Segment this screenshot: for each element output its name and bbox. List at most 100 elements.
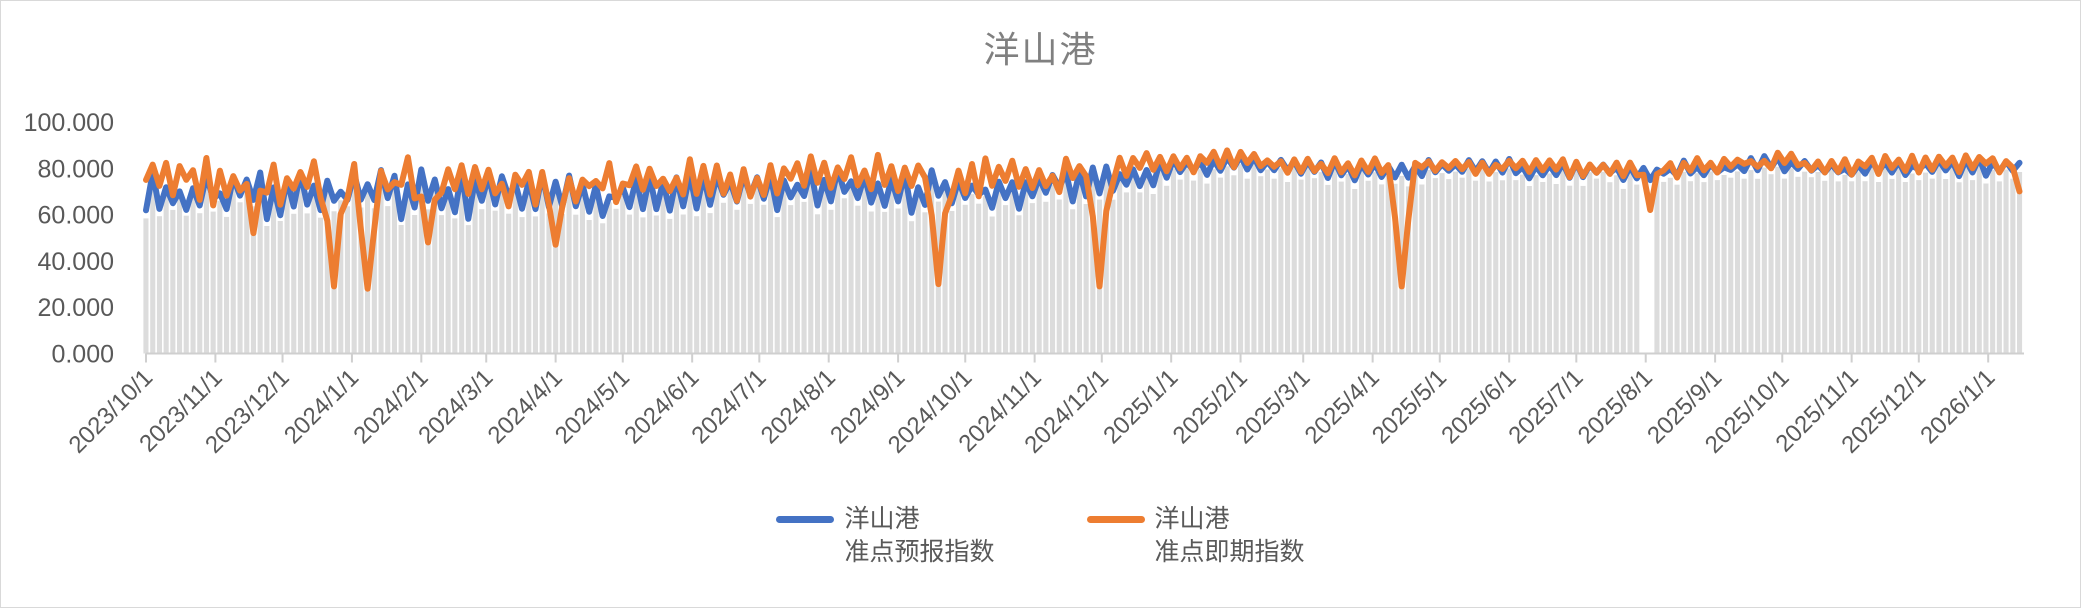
background-bar — [559, 214, 565, 354]
background-bar — [190, 194, 196, 354]
background-bar — [1479, 169, 1485, 354]
background-bar — [962, 204, 968, 354]
background-bar — [1661, 181, 1667, 354]
background-bar — [1802, 171, 1808, 354]
background-bar — [626, 214, 632, 354]
background-bar — [1701, 182, 1707, 354]
background-bar — [1177, 179, 1183, 354]
background-bar — [1849, 181, 1855, 354]
background-bar — [1063, 179, 1069, 354]
background-bar — [1285, 182, 1291, 354]
background-bar — [633, 186, 639, 354]
background-bar — [412, 215, 418, 354]
background-bar — [1117, 180, 1123, 354]
background-bar — [1090, 178, 1096, 354]
background-bar — [1761, 167, 1767, 354]
background-bar — [1768, 174, 1774, 354]
background-bar — [472, 188, 478, 354]
background-bar — [774, 217, 780, 354]
background-bar — [1204, 183, 1210, 354]
background-bar — [1600, 171, 1606, 354]
spot-line-label: 洋山港 准点即期指数 — [1155, 503, 1305, 569]
background-bar — [868, 211, 874, 354]
background-bar — [1842, 174, 1848, 354]
background-bar — [1513, 180, 1519, 354]
background-bar — [1271, 178, 1277, 354]
background-bar — [1708, 171, 1714, 354]
background-bar — [761, 204, 767, 354]
background-bar — [391, 188, 397, 354]
background-bar — [1345, 173, 1351, 354]
background-bar — [1170, 168, 1176, 354]
background-bar — [1681, 171, 1687, 354]
background-bar — [909, 221, 915, 354]
background-bar — [506, 213, 512, 354]
background-bar — [1426, 169, 1432, 354]
background-bar — [1996, 181, 2002, 354]
background-bar — [1916, 180, 1922, 354]
background-bar — [1110, 199, 1116, 354]
background-bar — [707, 213, 713, 354]
background-bar — [1506, 168, 1512, 354]
background-bar — [485, 185, 491, 354]
x-axis-label: 2026/1/1 — [1915, 364, 2000, 449]
background-bar — [459, 178, 465, 354]
background-bar — [727, 188, 733, 354]
background-bar — [1755, 178, 1761, 354]
background-bar — [1553, 184, 1559, 354]
background-bar — [882, 211, 888, 354]
background-bar — [855, 205, 861, 354]
background-bar — [841, 198, 847, 354]
background-bar — [579, 191, 585, 354]
background-bar — [378, 178, 384, 354]
background-bar — [1486, 181, 1492, 354]
background-bar — [1452, 171, 1458, 354]
background-bar — [1144, 177, 1150, 354]
background-bar — [1372, 172, 1378, 354]
background-bar — [1929, 178, 1935, 354]
background-bar — [949, 211, 955, 354]
background-bar — [895, 208, 901, 354]
background-bar — [271, 194, 277, 354]
background-bar — [1593, 178, 1599, 354]
background-bar — [1815, 172, 1821, 354]
background-bar — [1909, 173, 1915, 354]
background-bar — [1976, 164, 1982, 354]
background-bar — [304, 213, 310, 354]
background-bar — [150, 180, 156, 354]
background-bar — [781, 186, 787, 354]
background-bar — [1023, 190, 1029, 354]
background-bar — [291, 213, 297, 354]
background-bar — [1694, 173, 1700, 354]
background-bar — [405, 191, 411, 354]
background-bar — [1231, 175, 1237, 354]
background-bar — [1325, 184, 1331, 354]
background-bar — [1714, 180, 1720, 354]
background-bar — [1466, 168, 1472, 354]
background-bar — [1150, 194, 1156, 354]
background-bar — [398, 225, 404, 354]
background-bar — [1358, 170, 1364, 354]
background-bar — [1291, 168, 1297, 354]
x-axis-label: 2024/8/1 — [756, 364, 841, 449]
background-bar — [942, 188, 948, 354]
spot-index-line — [143, 147, 2023, 292]
background-bar — [720, 202, 726, 354]
background-bar — [1741, 178, 1747, 354]
x-axis-label: 2024/7/1 — [686, 364, 771, 449]
chart-legend: 洋山港 准点预报指数 洋山港 准点即期指数 — [1, 503, 2080, 569]
background-bar — [1493, 172, 1499, 354]
background-bar — [1687, 181, 1693, 354]
y-axis-label: 60.000 — [38, 202, 114, 230]
background-bar — [177, 197, 183, 354]
background-bar — [1607, 182, 1613, 354]
background-bar — [1889, 178, 1895, 354]
background-bar — [418, 180, 424, 354]
background-bar — [1405, 186, 1411, 354]
background-bar — [915, 193, 921, 354]
background-bar — [1197, 169, 1203, 354]
background-bar — [1943, 179, 1949, 354]
background-bar — [230, 184, 236, 354]
background-bar — [875, 192, 881, 354]
background-bar — [1835, 181, 1841, 354]
